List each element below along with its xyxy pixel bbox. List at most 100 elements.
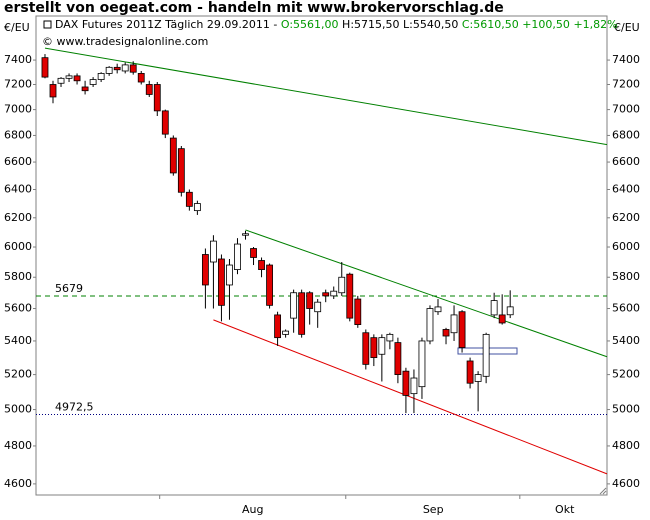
candle-body (226, 264, 233, 286)
y-tick-label: 6400 (4, 182, 32, 195)
y-tick-label-right: 6000 (612, 240, 640, 253)
candle-body (298, 292, 306, 335)
y-tick-label: 6600 (4, 155, 32, 168)
x-tick-label: Sep (423, 503, 444, 516)
candle-body (89, 79, 97, 85)
y-tick-label-right: 7000 (612, 103, 640, 116)
candle-body (65, 75, 73, 79)
candle-body (153, 84, 161, 112)
candle-body (266, 264, 273, 306)
y-tick-label-right: 7400 (612, 53, 640, 66)
y-unit-right: €/EU (614, 21, 640, 34)
trendline (213, 319, 608, 475)
candle-body (506, 306, 514, 316)
y-tick-label-right: 5800 (612, 270, 640, 283)
candle-body (105, 66, 113, 74)
y-tick-label: 7000 (4, 103, 32, 116)
y-tick-label-right: 4600 (612, 477, 640, 490)
trendline (44, 47, 608, 146)
y-tick-label-right: 6800 (612, 128, 640, 141)
candle-body (442, 329, 450, 337)
candle-body (394, 342, 402, 375)
header-open: O:5561,00 (281, 18, 339, 31)
candle-body (282, 330, 290, 335)
candle-body (57, 77, 65, 84)
y-tick-label: 5400 (4, 334, 32, 347)
candle-body (330, 290, 338, 297)
candle-body (137, 73, 145, 83)
y-tick-label-right: 5600 (612, 302, 640, 315)
y-tick-label-right: 5400 (612, 334, 640, 347)
x-tick-label: Okt (555, 503, 575, 516)
level-label: 4972,5 (55, 400, 94, 413)
candle-body (41, 57, 49, 78)
header-symbol: DAX Futures 2011Z Täglich (55, 18, 203, 31)
candle-body (73, 75, 81, 82)
candle-body (314, 301, 322, 313)
candle-body (185, 191, 193, 207)
header-high: H:5715,50 (342, 18, 399, 31)
candle-body (466, 360, 474, 384)
candle-body (338, 276, 346, 294)
candle-body (242, 233, 249, 236)
candle-body (49, 84, 57, 98)
candle-body (290, 292, 298, 319)
level-label: 5679 (55, 282, 83, 295)
candle-body (218, 258, 225, 306)
trendline (245, 229, 608, 358)
candle-body (410, 377, 418, 395)
candle-body (250, 248, 257, 258)
candle-body (274, 314, 281, 339)
y-tick-label: 7200 (4, 77, 32, 90)
y-tick-label: 6800 (4, 128, 32, 141)
header-low: L:5540,50 (403, 18, 458, 31)
candle-body (354, 298, 362, 325)
candle-body (97, 73, 105, 80)
candle-body (370, 337, 378, 359)
candle-body (161, 110, 169, 135)
candle-body (474, 374, 482, 382)
x-tick-label: Aug (242, 503, 263, 516)
header-close: C:5610,50 (462, 18, 519, 31)
candle-body (169, 137, 177, 174)
header-change-pct: +1,82% (573, 18, 617, 31)
chart-title: erstellt von oegeat.com - handeln mit ww… (4, 0, 504, 16)
candle-body (490, 300, 498, 316)
candle-body (210, 240, 217, 263)
header-date: 29.09.2011 - (207, 18, 277, 31)
y-tick-label: 5600 (4, 302, 32, 315)
candle-body (113, 66, 121, 71)
resize-grip (599, 487, 607, 495)
source: © www.tradesignalonline.com (42, 35, 208, 48)
candle-body (322, 292, 330, 297)
y-tick-label: 5200 (4, 368, 32, 381)
y-tick-label: 6000 (4, 240, 32, 253)
plot-frame (35, 15, 608, 496)
y-tick-label: 4800 (4, 439, 32, 452)
candle-body (234, 243, 241, 270)
y-tick-label-right: 6600 (612, 155, 640, 168)
y-tick-label-right: 5000 (612, 403, 640, 416)
candle-body (145, 84, 153, 95)
y-tick-label: 4600 (4, 477, 32, 490)
candle-body (258, 260, 265, 270)
candle-body (81, 86, 89, 92)
y-unit-left: €/EU (4, 21, 30, 34)
candle-body (426, 308, 434, 342)
y-tick-label: 5800 (4, 270, 32, 283)
y-tick-label-right: 6400 (612, 182, 640, 195)
candle-body (386, 333, 394, 342)
candle-body (450, 314, 458, 334)
candle-body (498, 314, 506, 324)
header-change: +100,50 (522, 18, 570, 31)
candle-body (418, 340, 426, 388)
y-tick-label-right: 5200 (612, 368, 640, 381)
y-tick-label: 5000 (4, 403, 32, 416)
y-tick-label: 7400 (4, 53, 32, 66)
candle-body (402, 370, 410, 396)
candle-body (306, 292, 314, 309)
header-icon (43, 20, 52, 29)
candle-body (346, 273, 354, 319)
